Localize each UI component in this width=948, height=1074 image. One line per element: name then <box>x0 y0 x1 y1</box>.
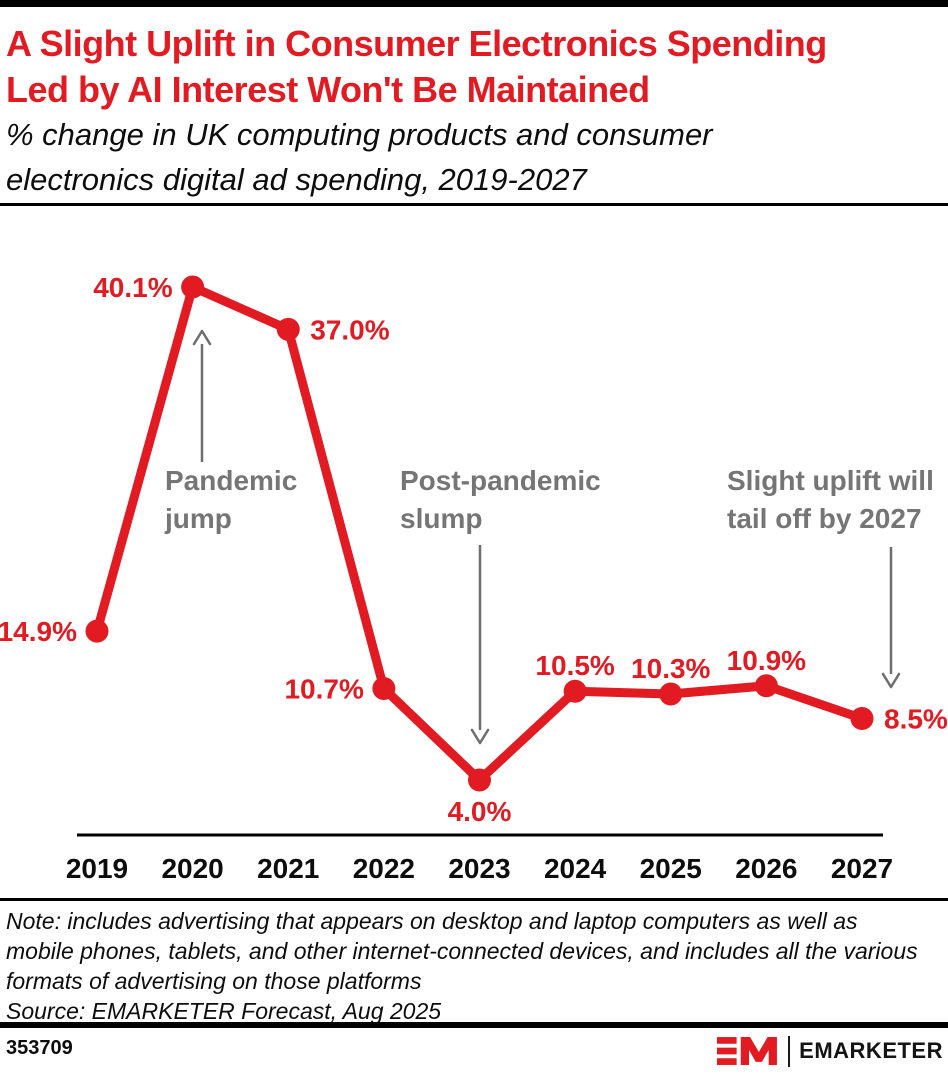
chart-title-line1: A Slight Uplift in Consumer Electronics … <box>6 23 827 64</box>
footnote: Note: includes advertising that appears … <box>6 906 946 1026</box>
data-point <box>181 275 205 299</box>
brand-name: EMARKETER <box>799 1038 943 1063</box>
annotation-text: Pandemic jump <box>164 465 297 534</box>
data-point <box>563 679 587 703</box>
annotation-arrowhead-down-icon <box>881 672 901 689</box>
data-point <box>85 619 109 643</box>
data-point-label: 37.0% <box>310 314 389 345</box>
x-axis-tick-label: 2025 <box>640 853 702 884</box>
data-point-label: 10.9% <box>727 645 806 676</box>
data-point-label: 10.3% <box>631 653 710 684</box>
chart-title: A Slight Uplift in Consumer Electronics … <box>6 21 946 113</box>
data-point-label: 4.0% <box>448 796 512 827</box>
data-point-label: 10.7% <box>284 674 363 705</box>
emarketer-logo: EMARKETER <box>717 1032 943 1070</box>
emarketer-monogram-icon <box>717 1037 778 1065</box>
data-point-label: 14.9% <box>0 616 77 647</box>
x-axis-tick-label: 2022 <box>353 853 415 884</box>
chart-title-line2: Led by AI Interest Won't Be Maintained <box>6 69 650 110</box>
chart-subtitle: % change in UK computing products and co… <box>6 112 946 202</box>
x-axis-tick-label: 2026 <box>735 853 797 884</box>
data-point <box>850 707 874 731</box>
chart-subtitle-line1: % change in UK computing products and co… <box>6 117 713 152</box>
top-border-bar <box>0 0 948 7</box>
line-chart: Pandemic jump Post-pandemic slump Slight upl… <box>0 230 948 885</box>
chart-subtitle-line2: electronics digital ad spending, 2019-20… <box>6 162 587 197</box>
chart-id-number: 353709 <box>6 1037 73 1059</box>
x-axis-tick-label: 2019 <box>66 853 128 884</box>
line-chart-canvas: Pandemic jump Post-pandemic slump Slight upl… <box>0 272 948 884</box>
logo-separator <box>788 1035 791 1067</box>
data-point-label: 40.1% <box>93 272 172 303</box>
annotation-text: Post-pandemic slump <box>400 465 601 534</box>
annotation-arrowhead-down-icon <box>470 728 490 745</box>
x-axis-tick-label: 2023 <box>448 853 510 884</box>
footer-divider <box>0 1022 948 1028</box>
x-axis-tick-label: 2027 <box>831 853 893 884</box>
data-point <box>276 317 300 341</box>
header-divider <box>0 203 948 206</box>
data-point-label: 10.5% <box>535 650 614 681</box>
source-line: Source: EMARKETER Forecast, Aug 2025 <box>6 998 442 1024</box>
footnote-line2: mobile phones, tablets, and other intern… <box>6 938 918 964</box>
note-divider <box>0 898 948 901</box>
data-point <box>372 677 396 701</box>
footnote-line3: formats of advertising on those platform… <box>6 968 422 994</box>
data-point <box>468 768 491 792</box>
annotation-text: Slight uplift will tail off by 2027 <box>727 465 934 534</box>
x-axis-tick-label: 2021 <box>257 853 319 884</box>
data-point-label: 8.5% <box>884 704 948 735</box>
footnote-line1: Note: includes advertising that appears … <box>6 908 858 934</box>
x-axis-tick-label: 2020 <box>161 853 223 884</box>
annotation-arrowhead-up-icon <box>192 329 212 346</box>
data-point <box>754 674 778 698</box>
data-point <box>659 682 683 706</box>
x-axis-tick-label: 2024 <box>544 853 607 884</box>
